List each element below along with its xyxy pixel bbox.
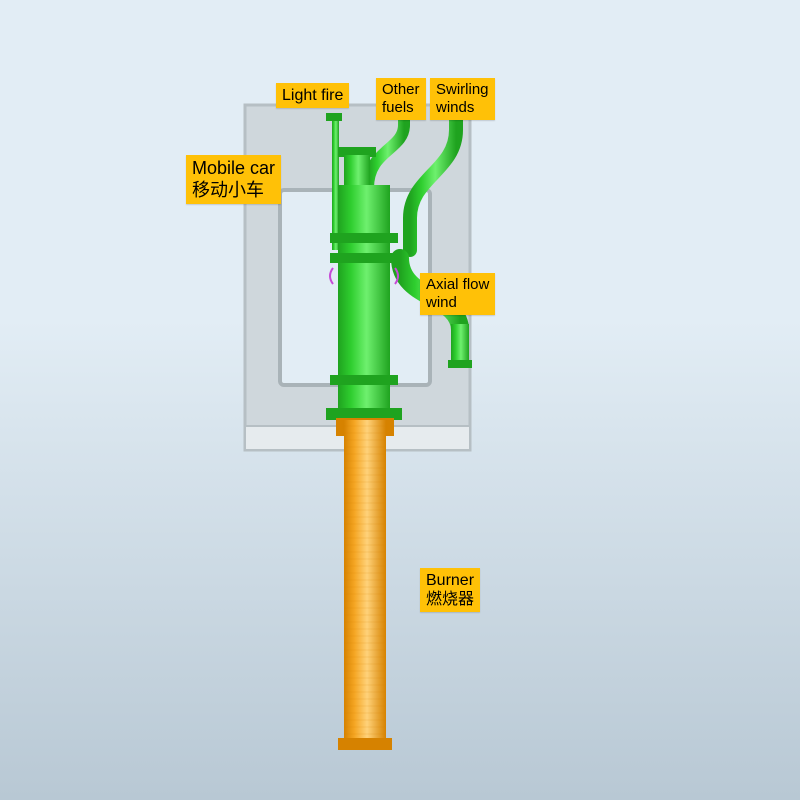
- light-fire-pipe: [332, 120, 339, 250]
- light-fire-nozzle: [326, 113, 342, 121]
- flange-2: [330, 253, 398, 263]
- diagram-canvas: [0, 0, 800, 800]
- label-other_fuels: Other fuels: [376, 78, 426, 120]
- flange-1: [330, 233, 398, 243]
- axial-flow-cap: [448, 360, 472, 368]
- burner-bottom-flange: [338, 738, 392, 750]
- label-axial: Axial flow wind: [420, 273, 495, 315]
- flange-3: [330, 375, 398, 385]
- label-burner: Burner 燃烧器: [420, 568, 480, 612]
- label-light_fire: Light fire: [276, 83, 349, 108]
- label-mobile_car: Mobile car 移动小车: [186, 155, 281, 204]
- label-swirling: Swirling winds: [430, 78, 495, 120]
- axial-flow-tail: [451, 324, 469, 360]
- assembly-neck: [344, 155, 370, 190]
